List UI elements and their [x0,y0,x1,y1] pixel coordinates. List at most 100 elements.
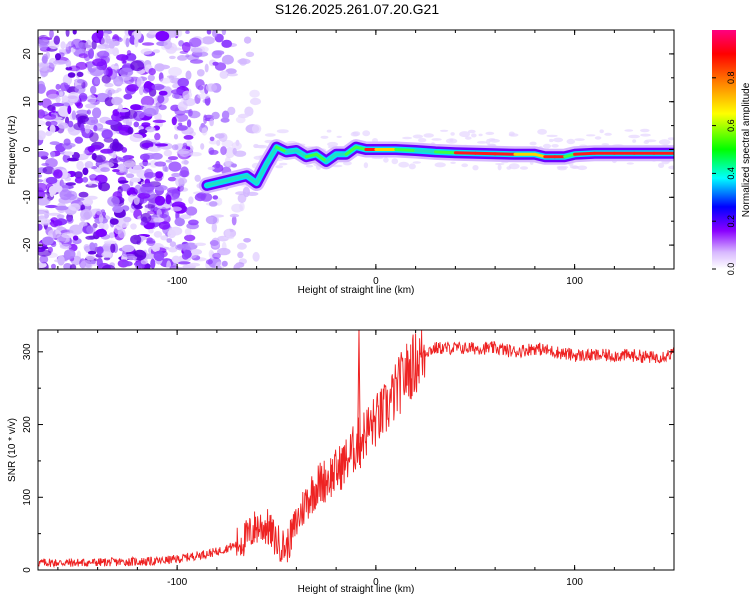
ridge-segment [275,145,288,154]
noise-blob [461,163,469,168]
noise-blob [553,137,564,143]
noise-blob [45,176,58,185]
spectrogram-ylabel: Frequency (Hz) [7,116,18,185]
noise-blob [173,133,179,140]
noise-blob [48,57,57,68]
colorbar-axis: 0.0 0.2 0.4 0.6 0.8 [712,72,736,275]
noise-blob [237,193,247,203]
noise-blob [94,77,100,85]
noise-blob [58,106,71,117]
noise-blob [93,154,106,163]
noise-blob [203,114,208,124]
ridge-segment [265,145,278,166]
noise-blob [201,127,208,136]
noise-blob [245,51,255,57]
snr-ylabel: SNR (10 * v/v) [7,418,18,482]
noise-blob [276,129,289,134]
noise-blob [96,257,103,268]
noise-blob [398,161,410,168]
noise-blob [101,211,107,217]
noise-blob [478,133,483,137]
noise-blob [63,151,75,156]
noise-blob [100,167,110,173]
ridge-segment [493,152,517,156]
noise-blob [80,216,86,222]
noise-blob [86,225,96,235]
noise-blob [144,172,157,178]
noise-blob [56,214,65,219]
noise-blob [110,243,116,253]
noise-blob [61,232,75,239]
noise-blob [211,222,217,233]
noise-blob [141,122,151,127]
ridge-segment [284,149,298,154]
noise-blob [103,240,117,245]
noise-blob [208,201,218,207]
noise-blob [628,134,640,139]
noise-blob [176,150,190,155]
noise-blob [184,234,196,242]
noise-blob [542,143,552,149]
noise-blob [116,54,129,61]
noise-blob [185,30,190,34]
noise-blob [109,218,119,225]
noise-blob [61,95,69,103]
ridge-segment [225,176,239,183]
noise-blob [88,174,97,179]
noise-blob [221,39,233,48]
noise-blob [212,252,221,259]
noise-blob [123,155,130,161]
noise-blob [224,147,236,158]
noise-blob [320,135,329,139]
colorbar-label: Normalized spectral amplitude [741,82,750,217]
noise-blob [171,116,177,126]
noise-blob [72,235,78,240]
noise-blob [211,50,222,59]
noise-blob [38,223,43,231]
noise-blob [45,158,58,168]
noise-blob [53,35,60,45]
noise-blob [147,210,157,215]
noise-blob [383,157,389,163]
noise-blob [152,244,160,252]
noise-blob [148,68,156,76]
noise-blob [53,220,63,227]
noise-blob [667,137,674,141]
noise-blob [130,60,145,72]
noise-blob [188,196,194,205]
noise-blob [140,212,152,223]
noise-blob [59,189,72,201]
noise-blob [226,72,238,77]
noise-blob [168,66,183,77]
noise-blob [164,166,169,172]
noise-blob [327,141,339,147]
noise-blob [519,166,529,170]
noise-blob [160,77,172,84]
noise-blob [188,108,193,117]
noise-blob [117,228,126,239]
noise-blob [472,165,479,171]
noise-blob [216,139,221,146]
noise-blob [566,138,576,145]
noise-blob [165,159,173,163]
noise-blob [87,94,97,104]
noise-blob [87,250,97,255]
noise-blob [183,160,189,165]
noise-blob [640,128,650,133]
noise-blob [574,138,585,142]
noise-blob [166,238,173,243]
noise-blob [168,246,178,253]
noise-blob [80,123,85,134]
noise-blob [45,131,53,137]
noise-blob [177,55,188,61]
snr-xlabel: Height of straight line (km) [298,584,415,595]
ridge-segment [344,145,358,156]
noise-blob [183,135,194,140]
noise-blob [69,224,84,235]
noise-blob [585,134,596,137]
noise-blob [82,197,93,207]
noise-blob [177,177,188,185]
noise-blob [223,236,235,240]
noise-blob [158,90,168,96]
noise-blob [594,136,602,140]
